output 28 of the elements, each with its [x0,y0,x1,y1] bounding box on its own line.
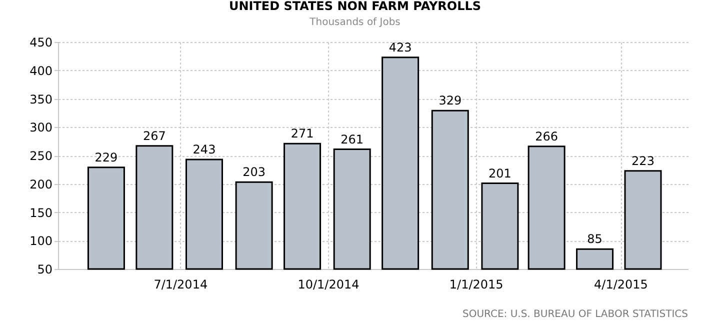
x-tick-label: 1/1/2015 [449,278,504,292]
data-label: 243 [192,142,216,156]
data-label: 223 [632,154,654,168]
y-tick-label: 350 [30,92,52,106]
data-label: 329 [438,94,462,108]
data-label: 203 [242,165,266,180]
y-tick-label: 250 [30,149,52,163]
chart-subtitle: Thousands of Jobs [308,17,400,28]
y-tick-label: 400 [30,64,52,78]
data-label: 423 [388,40,412,54]
chart-title: UNITED STATES NON FARM PAYROLLS [228,0,482,13]
y-tick-label: 100 [30,234,52,248]
data-label: 271 [290,126,314,141]
y-tick-label: 150 [30,206,52,220]
y-tick-label: 200 [30,177,52,192]
data-label: 229 [94,150,118,164]
y-tick-label: 300 [30,120,52,135]
data-label: 261 [340,132,364,146]
y-tick-label: 450 [30,36,52,50]
y-tick-label: 50 [37,262,52,276]
source-note: SOURCE: U.S. BUREAU OF LABOR STATISTICS [462,309,688,320]
data-label: 266 [535,129,558,144]
x-tick-label: 4/1/2015 [594,278,648,292]
data-label: 201 [488,166,512,180]
x-tick-label: 10/1/2014 [298,278,360,292]
data-label: 85 [587,232,602,246]
data-label: 267 [142,128,166,143]
x-tick-label: 7/1/2014 [154,278,208,292]
